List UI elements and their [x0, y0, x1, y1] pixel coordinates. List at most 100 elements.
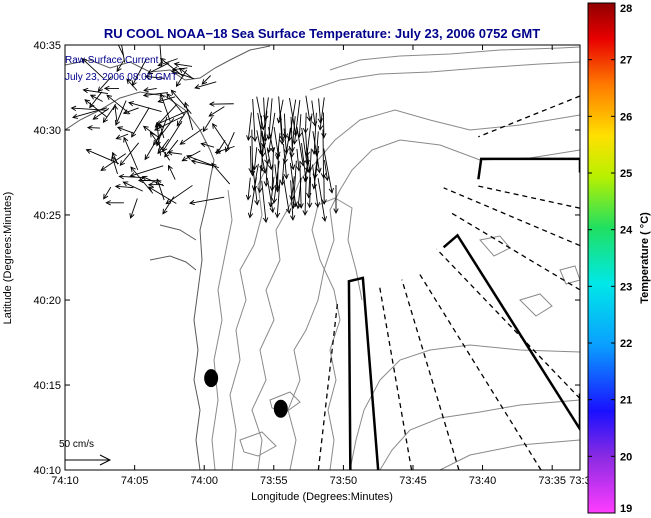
- vector-shaft: [116, 133, 129, 140]
- current-vector: [148, 186, 177, 204]
- vector-shaft: [304, 159, 309, 182]
- vector-head: [149, 131, 156, 138]
- vector-shaft: [292, 160, 297, 209]
- vector-head: [100, 165, 107, 171]
- current-vector: [282, 113, 289, 140]
- current-vector: [311, 112, 317, 155]
- vector-head: [302, 176, 309, 183]
- vector-shaft: [116, 60, 124, 72]
- vector-head: [252, 136, 258, 143]
- current-vector: [179, 128, 203, 145]
- vector-head: [152, 139, 159, 146]
- buoy-marker: [273, 399, 288, 418]
- current-vector: [143, 87, 157, 93]
- vector-shaft: [162, 120, 183, 152]
- vector-shaft: [264, 97, 269, 121]
- vector-head: [147, 182, 154, 188]
- vector-head: [81, 58, 88, 64]
- vector-shaft: [123, 137, 139, 171]
- vector-head: [267, 164, 274, 171]
- current-vector: [103, 186, 112, 200]
- current-vector: [304, 113, 313, 158]
- current-vector: [194, 81, 217, 90]
- current-vector: [333, 185, 339, 214]
- colorbar-tick-label: 23: [620, 281, 632, 293]
- sampling-box: [442, 233, 580, 432]
- current-vector: [100, 153, 126, 171]
- x-tick-label: 73:45: [399, 475, 427, 487]
- vector-shaft: [162, 196, 175, 214]
- x-tick-label: 74:00: [190, 475, 218, 487]
- vector-head: [251, 185, 258, 192]
- current-vector: [115, 100, 127, 126]
- vector-head: [102, 117, 108, 124]
- current-vector: [305, 95, 312, 122]
- vector-head: [208, 111, 215, 117]
- vector-head: [254, 199, 260, 206]
- current-vector: [321, 175, 327, 205]
- vector-head: [283, 173, 289, 180]
- current-vector: [289, 176, 295, 202]
- y-axis: 40:10 40:15 40:20 40:25 40:30 40:35: [33, 40, 580, 477]
- current-vector: [97, 76, 112, 93]
- vector-shaft: [160, 58, 184, 77]
- vector-shaft: [265, 162, 268, 186]
- current-vector: [208, 101, 234, 107]
- vector-head: [289, 195, 295, 202]
- vector-head: [282, 158, 288, 165]
- vector-shaft: [184, 102, 194, 130]
- vector-head: [128, 101, 135, 107]
- vector-head: [115, 134, 122, 140]
- vector-shaft: [84, 99, 107, 118]
- buoy-marker: [204, 369, 219, 388]
- vector-head: [311, 183, 318, 190]
- vector-head: [304, 151, 311, 158]
- vector-shaft: [117, 45, 124, 56]
- vector-shaft: [249, 177, 257, 218]
- vector-head: [260, 152, 266, 158]
- current-vector: [70, 105, 108, 112]
- vector-head: [290, 203, 297, 210]
- current-vector: [167, 164, 176, 180]
- current-vector: [118, 173, 144, 180]
- vector-shaft: [119, 142, 140, 166]
- transect-line: [451, 212, 580, 291]
- y-tick-label: 40:25: [33, 210, 61, 222]
- vector-shaft: [189, 196, 225, 204]
- vector-head: [157, 97, 164, 104]
- colorbar-tick-label: 24: [620, 225, 633, 237]
- y-tick-label: 40:35: [33, 40, 61, 52]
- vector-shaft: [288, 99, 297, 141]
- transect-line: [436, 248, 580, 400]
- vector-head: [248, 167, 254, 174]
- vector-head: [162, 146, 168, 153]
- y-tick-label: 40:10: [33, 465, 61, 477]
- vector-head: [122, 109, 129, 115]
- vector-shaft: [156, 122, 161, 156]
- vector-head: [290, 215, 296, 221]
- vector-shaft: [283, 113, 287, 139]
- current-vector: [287, 99, 297, 142]
- vector-shaft: [176, 69, 188, 87]
- current-vector: [85, 148, 119, 165]
- vector-shaft: [182, 150, 201, 162]
- sampling-box: [347, 276, 380, 470]
- current-vector: [266, 148, 274, 171]
- vector-shaft: [317, 178, 326, 222]
- colorbar-tick-label: 25: [620, 168, 632, 180]
- vector-shaft: [83, 89, 109, 94]
- vector-head: [247, 212, 254, 219]
- vector-head: [333, 208, 339, 214]
- vector-shaft: [261, 130, 268, 164]
- vector-shaft: [143, 92, 168, 96]
- current-vector: [247, 177, 257, 219]
- current-vector: [86, 125, 101, 131]
- current-vector: [178, 67, 193, 79]
- current-vector: [292, 100, 301, 145]
- vector-shaft: [276, 132, 281, 160]
- vector-head: [189, 199, 195, 206]
- current-vector: [248, 145, 254, 174]
- vector-shaft: [102, 103, 117, 123]
- vector-head: [123, 136, 129, 143]
- scale-label: 50 cm/s: [59, 439, 94, 450]
